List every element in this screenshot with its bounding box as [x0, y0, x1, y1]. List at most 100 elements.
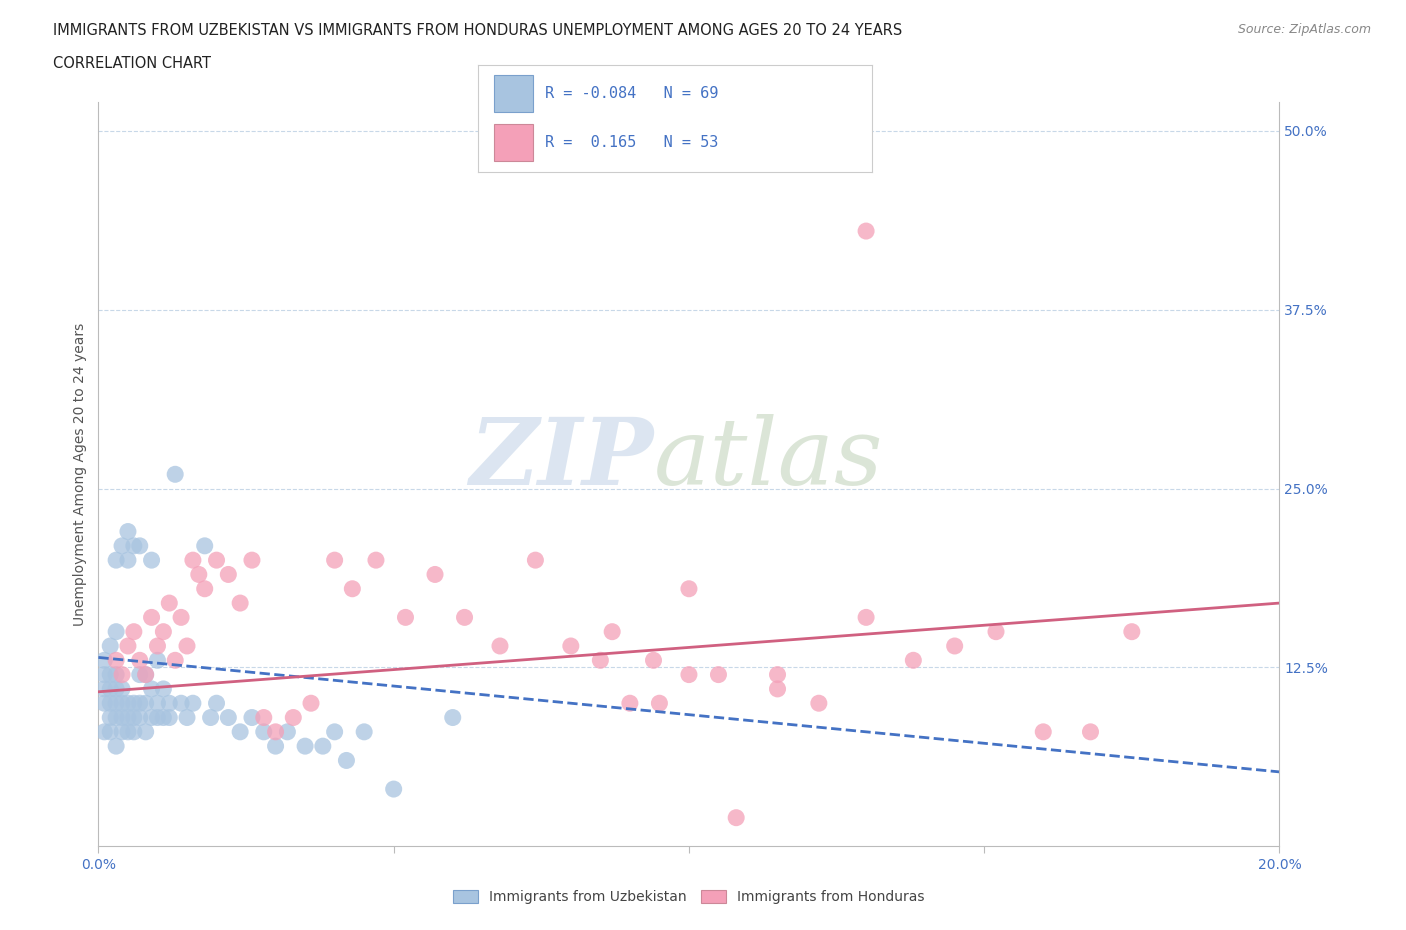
- Point: [489, 639, 512, 654]
- Point: [1121, 624, 1143, 639]
- Text: R =  0.165   N = 53: R = 0.165 N = 53: [546, 135, 718, 150]
- Point: [200, 711, 222, 725]
- Point: [111, 538, 134, 553]
- Point: [600, 624, 623, 639]
- Point: [364, 552, 387, 567]
- Point: [264, 738, 287, 753]
- Point: [240, 552, 263, 567]
- Point: [170, 696, 193, 711]
- Point: [725, 810, 748, 825]
- Point: [93, 682, 115, 697]
- Point: [453, 610, 475, 625]
- Point: [157, 696, 180, 711]
- Point: [441, 711, 464, 725]
- Point: [111, 711, 134, 725]
- Point: [187, 567, 209, 582]
- Point: [98, 724, 121, 739]
- Text: IMMIGRANTS FROM UZBEKISTAN VS IMMIGRANTS FROM HONDURAS UNEMPLOYMENT AMONG AGES 2: IMMIGRANTS FROM UZBEKISTAN VS IMMIGRANTS…: [53, 23, 903, 38]
- Point: [323, 552, 346, 567]
- Text: CORRELATION CHART: CORRELATION CHART: [53, 56, 211, 71]
- Point: [141, 711, 163, 725]
- Point: [135, 696, 157, 711]
- Point: [98, 682, 121, 697]
- Point: [105, 696, 128, 711]
- Text: ZIP: ZIP: [470, 415, 654, 504]
- Point: [253, 724, 276, 739]
- Point: [678, 581, 700, 596]
- Point: [619, 696, 641, 711]
- Point: [117, 525, 139, 539]
- Point: [194, 581, 217, 596]
- Point: [98, 696, 121, 711]
- Point: [105, 552, 128, 567]
- Bar: [494, 74, 533, 113]
- Text: Source: ZipAtlas.com: Source: ZipAtlas.com: [1237, 23, 1371, 36]
- Point: [135, 724, 157, 739]
- Point: [146, 696, 169, 711]
- Point: [135, 667, 157, 682]
- Point: [105, 711, 128, 725]
- Y-axis label: Unemployment Among Ages 20 to 24 years: Unemployment Among Ages 20 to 24 years: [73, 323, 87, 626]
- Point: [111, 696, 134, 711]
- Point: [128, 653, 150, 668]
- Point: [122, 624, 145, 639]
- Point: [294, 738, 316, 753]
- Point: [105, 682, 128, 697]
- Point: [128, 538, 150, 553]
- Point: [105, 667, 128, 682]
- Point: [264, 724, 287, 739]
- Point: [205, 552, 228, 567]
- Point: [335, 753, 357, 768]
- Point: [283, 711, 305, 725]
- Point: [855, 610, 877, 625]
- Point: [766, 682, 789, 697]
- Point: [312, 738, 335, 753]
- Text: atlas: atlas: [654, 415, 883, 504]
- Point: [524, 552, 547, 567]
- Point: [903, 653, 925, 668]
- Point: [117, 696, 139, 711]
- Point: [111, 724, 134, 739]
- Point: [122, 696, 145, 711]
- Point: [253, 711, 276, 725]
- Point: [943, 639, 966, 654]
- Point: [1032, 724, 1054, 739]
- Point: [122, 724, 145, 739]
- Point: [146, 653, 169, 668]
- Point: [98, 639, 121, 654]
- Point: [205, 696, 228, 711]
- Point: [299, 696, 322, 711]
- Point: [141, 552, 163, 567]
- Point: [117, 711, 139, 725]
- Point: [128, 711, 150, 725]
- Point: [93, 653, 115, 668]
- Point: [643, 653, 665, 668]
- Point: [394, 610, 416, 625]
- Point: [117, 639, 139, 654]
- Point: [146, 639, 169, 654]
- Point: [157, 711, 180, 725]
- Point: [93, 724, 115, 739]
- Point: [152, 682, 174, 697]
- Point: [240, 711, 263, 725]
- Point: [276, 724, 298, 739]
- Point: [648, 696, 671, 711]
- Point: [117, 552, 139, 567]
- Point: [229, 595, 252, 610]
- Point: [1080, 724, 1102, 739]
- Point: [122, 711, 145, 725]
- Point: [93, 696, 115, 711]
- Point: [170, 610, 193, 625]
- Point: [855, 223, 877, 238]
- Point: [128, 667, 150, 682]
- Point: [165, 467, 187, 482]
- Point: [157, 595, 180, 610]
- Point: [105, 624, 128, 639]
- Point: [146, 711, 169, 725]
- Point: [353, 724, 375, 739]
- Point: [152, 624, 174, 639]
- Point: [117, 724, 139, 739]
- Point: [423, 567, 446, 582]
- Point: [128, 696, 150, 711]
- Point: [194, 538, 217, 553]
